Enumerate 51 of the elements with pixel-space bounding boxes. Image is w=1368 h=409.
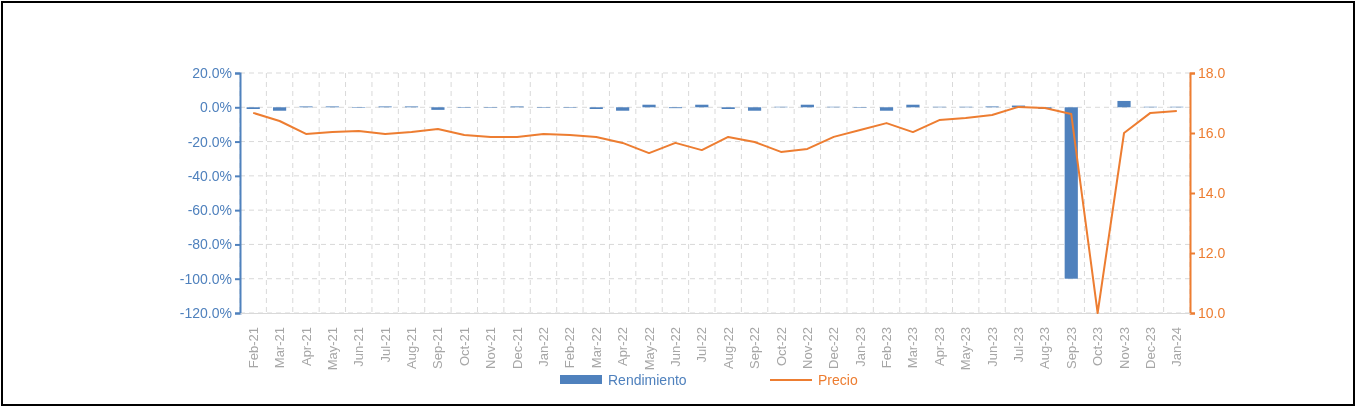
x-tick-label: Jun-23 <box>984 327 1000 367</box>
x-tick-label: Jan-22 <box>536 327 552 367</box>
x-tick-label: Mar-21 <box>272 327 288 369</box>
x-tick-label: May-22 <box>641 327 657 371</box>
x-tick-label: Mar-23 <box>905 327 921 369</box>
y2-tick-label: 12.0 <box>1198 244 1226 261</box>
x-tick-label: Feb-23 <box>879 327 895 369</box>
x-tick-label: Sep-21 <box>430 327 446 369</box>
x-tick-label: Jun-21 <box>351 327 367 367</box>
x-tick-label: May-23 <box>958 327 974 371</box>
y2-tick-label: 16.0 <box>1198 124 1226 141</box>
x-tick-label: Jul-22 <box>694 327 710 363</box>
x-tick-label: Nov-22 <box>799 327 815 369</box>
x-tick-label: Aug-21 <box>404 327 420 369</box>
x-tick-label: Sep-23 <box>1063 327 1079 369</box>
x-tick-label: Dec-22 <box>826 327 842 369</box>
legend-label: Precio <box>818 372 858 388</box>
x-tick-label: Oct-23 <box>1090 327 1106 367</box>
x-tick-label: Jan-24 <box>1169 327 1185 367</box>
y-tick-label: 20.0% <box>192 64 232 81</box>
x-tick-label: Apr-23 <box>931 327 947 367</box>
y-tick-label: -60.0% <box>187 202 232 219</box>
x-tick-label: Nov-23 <box>1116 327 1132 369</box>
x-tick-label: Jun-22 <box>667 327 683 367</box>
x-tick-label: Dec-23 <box>1142 327 1158 369</box>
x-tick-label: Apr-21 <box>298 327 314 367</box>
x-tick-label: Aug-22 <box>720 327 736 369</box>
y-tick-label: -20.0% <box>187 133 232 150</box>
x-tick-label: Jul-21 <box>377 327 393 363</box>
y-tick-label: -80.0% <box>187 236 232 253</box>
y2-tick-label: 10.0 <box>1198 304 1226 321</box>
x-tick-label: May-21 <box>324 327 340 371</box>
x-tick-label: Aug-23 <box>1037 327 1053 369</box>
y-tick-label: -40.0% <box>187 167 232 184</box>
legend-label: Rendimiento <box>608 372 687 388</box>
x-tick-label: Feb-21 <box>245 327 261 369</box>
x-tick-label: Sep-22 <box>747 327 763 369</box>
x-tick-label: Feb-22 <box>562 327 578 369</box>
y2-tick-label: 14.0 <box>1198 184 1226 201</box>
x-tick-label: Jul-23 <box>1011 327 1027 363</box>
x-tick-label: Dec-21 <box>509 327 525 369</box>
y-tick-label: -120.0% <box>179 304 232 321</box>
x-tick-label: Mar-22 <box>588 327 604 369</box>
y2-tick-label: 18.0 <box>1198 64 1226 81</box>
x-tick-label: Apr-22 <box>615 327 631 367</box>
x-tick-label: Oct-22 <box>773 327 789 367</box>
y-tick-label: 0.0% <box>200 99 232 116</box>
x-tick-label: Jan-23 <box>852 327 868 367</box>
x-tick-label: Oct-21 <box>456 327 472 367</box>
y-tick-label: -100.0% <box>179 270 232 287</box>
x-tick-label: Nov-21 <box>483 327 499 369</box>
